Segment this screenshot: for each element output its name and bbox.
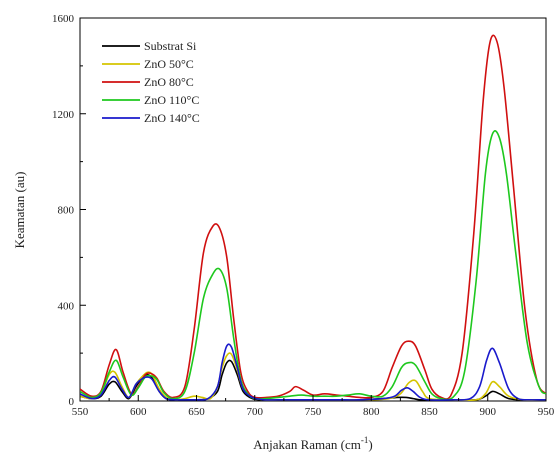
x-tick-label: 800 bbox=[363, 406, 380, 418]
legend-label: ZnO 140°C bbox=[144, 111, 200, 125]
y-axis-title: Keamatan (au) bbox=[12, 172, 27, 249]
series-line-3 bbox=[80, 130, 546, 401]
x-tick-label: 550 bbox=[72, 406, 89, 418]
x-tick-label: 700 bbox=[247, 406, 264, 418]
series-layer bbox=[80, 34, 546, 401]
legend-item: ZnO 50°C bbox=[102, 57, 194, 71]
x-tick-label: 950 bbox=[538, 406, 555, 418]
ticks-layer: 550 600 650 700 750 800 850 900 950 0 400 800 1200 16… bbox=[52, 13, 555, 418]
legend-label: ZnO 50°C bbox=[144, 57, 194, 71]
y-tick-label: 0 bbox=[69, 396, 75, 408]
legend-item: Substrat Si bbox=[102, 39, 197, 53]
legend-item: ZnO 80°C bbox=[102, 75, 194, 89]
y-tick-label: 1200 bbox=[52, 109, 75, 121]
x-tick-label: 850 bbox=[421, 406, 438, 418]
legend-label: Substrat Si bbox=[144, 39, 197, 53]
x-axis-title: Anjakan Raman (cm-1) bbox=[253, 435, 372, 452]
legend-label: ZnO 110°C bbox=[144, 93, 199, 107]
y-tick-label: 800 bbox=[58, 205, 75, 217]
series-line-2 bbox=[80, 34, 546, 400]
x-tick-label: 600 bbox=[130, 406, 147, 418]
legend-label: ZnO 80°C bbox=[144, 75, 194, 89]
x-tick-label: 650 bbox=[188, 406, 205, 418]
legend-item: ZnO 110°C bbox=[102, 93, 199, 107]
y-tick-label: 1600 bbox=[52, 13, 75, 25]
x-tick-label: 900 bbox=[480, 406, 497, 418]
legend: Substrat Si ZnO 50°C ZnO 80°C ZnO 110°C ZnO … bbox=[102, 39, 200, 125]
y-tick-label: 400 bbox=[58, 300, 75, 312]
legend-item: ZnO 140°C bbox=[102, 111, 200, 125]
x-tick-label: 750 bbox=[305, 406, 322, 418]
series-line-4 bbox=[80, 343, 546, 401]
